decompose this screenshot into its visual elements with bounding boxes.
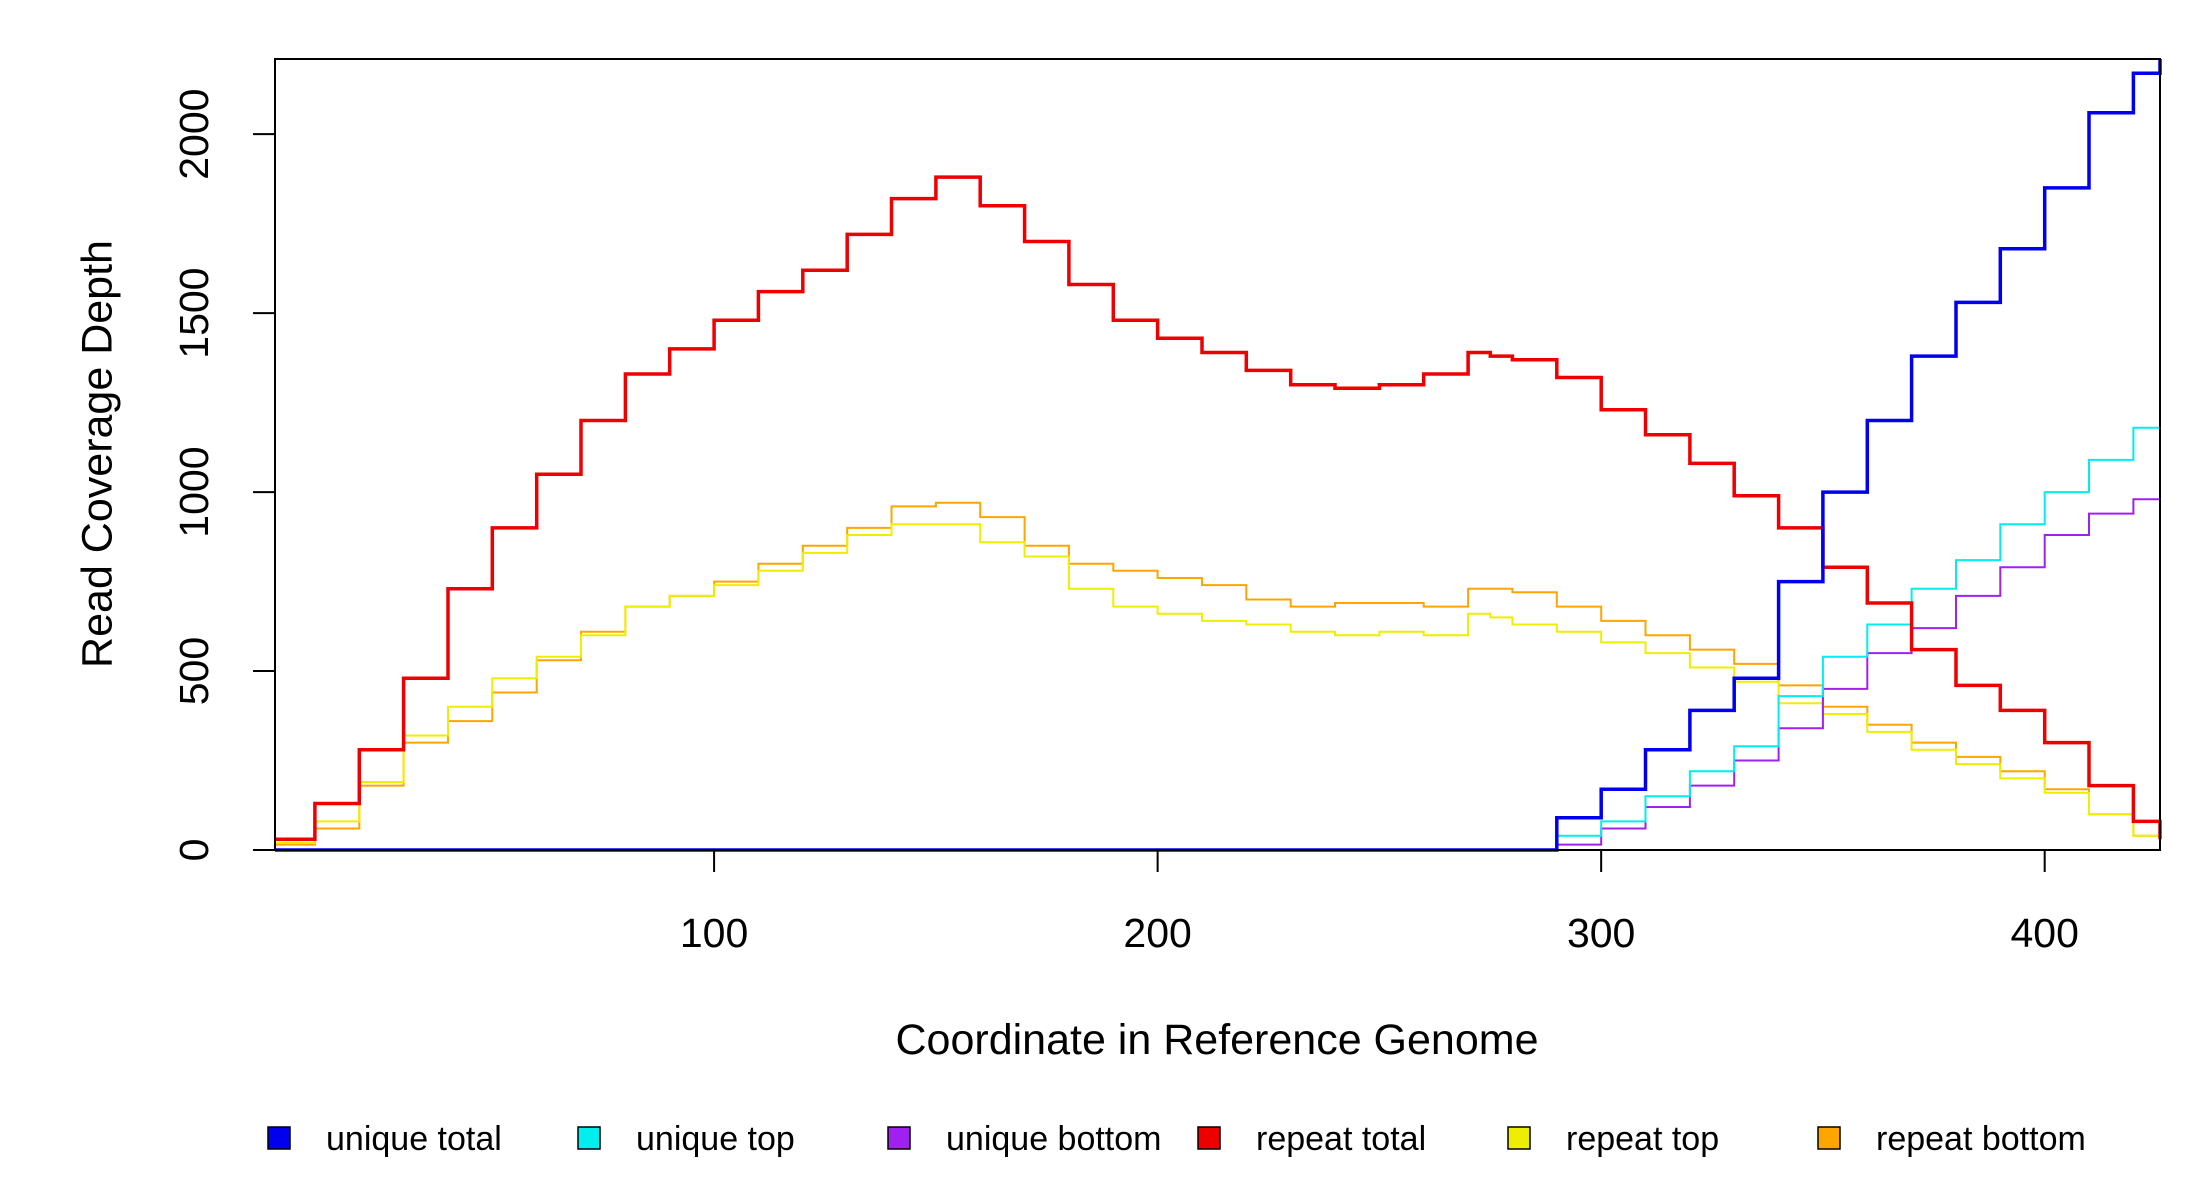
legend-label: unique top — [636, 1120, 795, 1158]
legend-swatch — [1817, 1126, 1841, 1150]
x-tick-label: 300 — [1567, 910, 1635, 956]
x-tick-label: 200 — [1123, 910, 1191, 956]
legend-item: repeat total — [1197, 1120, 1426, 1158]
legend-label: unique bottom — [946, 1120, 1162, 1158]
x-tick-label: 100 — [680, 910, 748, 956]
legend-swatch — [887, 1126, 911, 1150]
legend-label: repeat bottom — [1876, 1120, 2086, 1158]
legend-item: unique total — [267, 1120, 502, 1158]
y-tick-label: 1500 — [171, 268, 217, 359]
legend-item: unique bottom — [887, 1120, 1162, 1158]
legend-item: unique top — [577, 1120, 795, 1158]
y-axis-title: Read Coverage Depth — [73, 240, 121, 668]
legend-item: repeat top — [1507, 1120, 1719, 1158]
y-tick-label: 500 — [171, 637, 217, 705]
legend-swatch — [267, 1126, 291, 1150]
legend-swatch — [1197, 1126, 1221, 1150]
y-tick-label: 2000 — [171, 89, 217, 180]
y-tick-label: 1000 — [171, 446, 217, 537]
y-tick-label: 0 — [171, 839, 217, 862]
x-tick-label: 400 — [2010, 910, 2078, 956]
y-axis: 0 500 1000 1500 2000 — [171, 89, 276, 862]
series-line-repeat-bottom — [275, 501, 2161, 846]
legend-swatch — [577, 1126, 601, 1150]
series-layer — [275, 59, 2162, 852]
series-line-unique-bottom — [275, 495, 2161, 851]
legend-item: repeat bottom — [1817, 1120, 2086, 1158]
series-line-unique-top — [275, 413, 2161, 851]
legend-label: unique total — [326, 1120, 502, 1158]
x-axis: 100 200 300 400 — [680, 849, 2079, 956]
series-line-repeat-total — [275, 175, 2162, 842]
x-axis-title: Coordinate in Reference Genome — [896, 1016, 1539, 1064]
legend-label: repeat top — [1566, 1120, 1719, 1158]
legend-label: repeat total — [1256, 1120, 1426, 1158]
legend-swatch — [1507, 1126, 1531, 1150]
series-line-repeat-top — [275, 523, 2161, 845]
legend: unique total unique top unique bottom repea… — [267, 1120, 2086, 1158]
